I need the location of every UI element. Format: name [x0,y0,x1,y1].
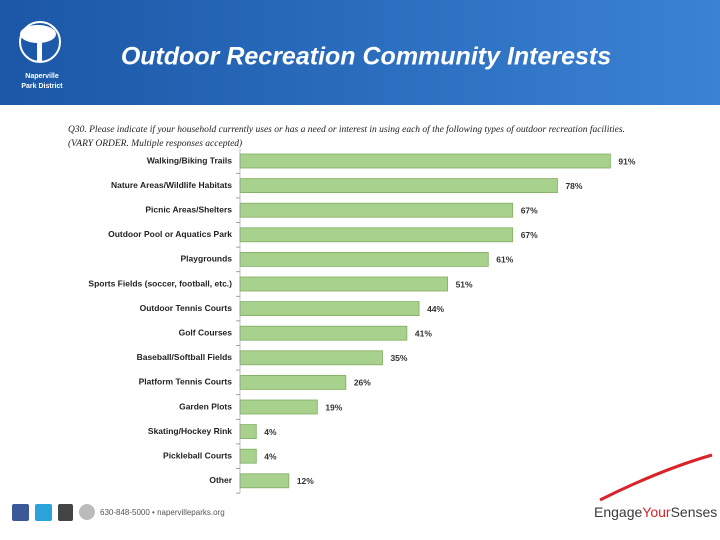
bar [239,202,514,218]
bar [239,424,257,440]
category-label: Nature Areas/Wildlife Habitats [111,180,232,190]
value-label: 44% [427,304,444,314]
contact: 630-848-5000 • napervilleparks.org [100,508,225,517]
category-label: Golf Courses [179,327,233,337]
bar [239,301,420,317]
social-icons[interactable] [12,504,95,521]
bar [239,325,408,341]
question-note: (VARY ORDER. Multiple responses accepted… [68,138,242,149]
category-label: Garden Plots [179,401,232,411]
value-label: 51% [456,279,473,289]
value-label: 61% [496,255,513,265]
brand-part: Your [642,504,671,520]
category-label: Sports Fields (soccer, football, etc.) [88,278,232,288]
category-label: Playgrounds [181,254,233,264]
bar [239,399,318,415]
value-label: 4% [264,427,277,437]
category-label: Picnic Areas/Shelters [145,204,232,214]
bar [239,350,383,366]
twitter-icon[interactable] [35,504,52,521]
bar-chart: Walking/Biking Trails 91% Nature Areas/Wil… [88,148,636,494]
swoosh [599,453,713,502]
question: Q30. Please indicate if your household c… [68,124,625,135]
bar [239,227,514,243]
youtube-icon[interactable] [58,504,73,521]
value-label: 41% [415,328,432,338]
category-label: Walking/Biking Trails [147,155,232,165]
bar [239,374,347,390]
title: Outdoor Recreation Community Interests [121,43,611,71]
brand-part: Engage [594,504,642,520]
bar [239,473,290,489]
category-label: Other [209,475,232,485]
value-label: 78% [565,181,582,191]
value-label: 12% [297,476,314,486]
logo-text: Park District [21,83,63,90]
value-label: 35% [390,353,407,363]
value-label: 67% [521,230,538,240]
header-band [0,0,720,105]
category-label: Baseball/Softball Fields [137,352,233,362]
value-label: 91% [618,156,635,166]
bar [239,178,558,194]
value-label: 26% [354,378,371,388]
bar [239,448,257,464]
category-label: Platform Tennis Courts [139,377,233,387]
category-label: Outdoor Pool or Aquatics Park [108,229,232,239]
value-label: 19% [325,402,342,412]
facebook-icon[interactable] [12,504,29,521]
logo-text: Naperville [25,73,59,80]
category-label: Outdoor Tennis Courts [140,303,233,313]
category-label: Pickleball Courts [163,450,232,460]
seal-icon [79,504,95,520]
bar [239,276,448,292]
bar [239,251,489,267]
value-label: 67% [521,205,538,215]
bar [239,153,611,169]
value-label: 4% [264,451,277,461]
brand: EngageYourSenses [594,504,717,520]
category-label: Skating/Hockey Rink [148,426,232,436]
logo: Naperville Park District [19,21,63,90]
brand-part: Senses [671,504,718,520]
